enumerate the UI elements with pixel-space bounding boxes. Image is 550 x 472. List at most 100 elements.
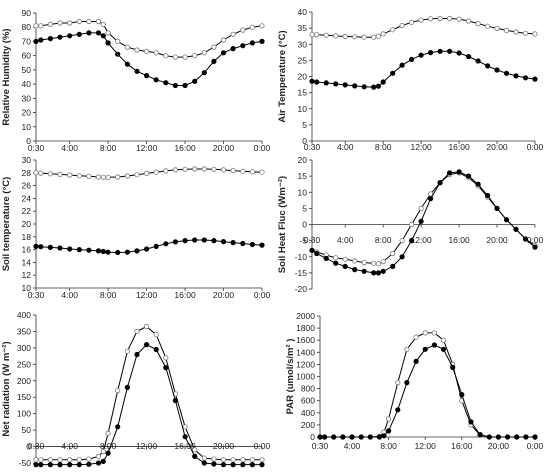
series-1-point xyxy=(513,226,519,232)
x-tick-label: 8:00 xyxy=(100,290,117,300)
series-1-point xyxy=(532,434,538,440)
series-0-point xyxy=(413,334,419,340)
panel-par: 0 200 400 600 800 1000 1200 1400 1600 1800 2000 0:3… xyxy=(285,311,544,451)
y-tick-label: 28 xyxy=(22,168,32,178)
series-1-point xyxy=(390,70,396,76)
series-1-point xyxy=(115,424,121,430)
series-0-point xyxy=(57,20,63,26)
series-1-point xyxy=(95,30,102,36)
series-0-point xyxy=(352,258,358,264)
series-1-point xyxy=(86,30,92,36)
y-tick-label: 70 xyxy=(22,36,32,46)
series-1-point xyxy=(33,243,39,249)
series-1-point xyxy=(182,238,188,244)
series-0-point xyxy=(153,169,159,175)
series-0-point xyxy=(76,18,82,25)
series-1-point xyxy=(249,241,255,248)
series-0-point xyxy=(144,323,150,330)
series-0-point xyxy=(67,172,73,178)
series-0-point xyxy=(333,255,339,261)
series-1-point xyxy=(475,58,481,64)
series-1-point xyxy=(494,205,500,211)
series-1-point xyxy=(57,34,63,40)
series-0-point xyxy=(437,15,443,22)
series-0-point xyxy=(456,16,462,22)
series-1-point xyxy=(201,237,207,243)
series-0-point xyxy=(86,456,92,462)
series-0-point xyxy=(33,23,39,29)
y-tick-label: 250 xyxy=(17,359,31,369)
x-tick-label: 16:00 xyxy=(451,441,473,451)
y-tick-label: 10 xyxy=(298,187,308,197)
series-0-point xyxy=(494,25,500,31)
x-tick-label: 0:00 xyxy=(527,441,544,451)
series-1-point xyxy=(427,49,434,56)
series-0-point xyxy=(249,24,255,30)
series-1-point xyxy=(323,255,329,261)
series-0-point xyxy=(163,355,169,361)
series-1-point xyxy=(230,45,236,52)
series-1-point xyxy=(427,196,434,202)
series-1-point xyxy=(446,170,453,176)
series-1-point xyxy=(446,48,453,54)
x-tick-label: 20:00 xyxy=(486,142,508,152)
series-1-point xyxy=(459,391,465,398)
series-0-point xyxy=(240,457,246,463)
series-1-point xyxy=(105,249,111,255)
series-line-1 xyxy=(35,32,263,86)
series-1-point xyxy=(182,82,188,89)
series-1-point xyxy=(340,434,346,440)
series-1-point xyxy=(240,240,246,247)
series-0-point xyxy=(375,33,381,39)
series-1-point xyxy=(38,461,44,468)
series-0-point xyxy=(484,23,491,29)
y-tick-label: 30 xyxy=(22,93,32,103)
series-0-point xyxy=(115,38,121,45)
x-tick-label: 12:00 xyxy=(136,290,158,300)
series-1-point xyxy=(437,48,443,54)
x-tick-label: 0:00 xyxy=(527,142,544,152)
series-0-point xyxy=(201,455,207,461)
x-tick-label: 12:00 xyxy=(410,142,432,152)
series-1-point xyxy=(477,431,483,438)
series-0-point xyxy=(192,166,198,172)
y-tick-label: 15 xyxy=(298,171,308,181)
series-1-point xyxy=(259,461,265,468)
series-1-point xyxy=(503,70,510,76)
series-1-point xyxy=(456,50,462,56)
series-line-0 xyxy=(36,325,262,461)
y-tick-label: 1600 xyxy=(296,335,315,345)
series-0-point xyxy=(76,173,82,179)
y-tick-label: -5 xyxy=(299,236,307,246)
series-0-point xyxy=(259,169,265,175)
series-1-point xyxy=(456,169,462,175)
series-0-point xyxy=(323,32,329,38)
series-1-point xyxy=(361,268,367,274)
series-0-point xyxy=(465,18,472,24)
series-1-point xyxy=(375,83,381,89)
series-1-point xyxy=(522,236,529,242)
y-tick-label: 200 xyxy=(301,420,315,430)
y-tick-label: 80 xyxy=(22,22,32,32)
x-tick-label: 16:00 xyxy=(448,142,470,152)
series-0-point xyxy=(220,167,227,173)
series-1-point xyxy=(259,242,265,248)
series-1-point xyxy=(33,38,39,45)
series-0-point xyxy=(95,18,102,25)
series-0-point xyxy=(201,166,207,172)
x-tick-label: 0:00 xyxy=(254,143,271,153)
y-tick-label: 150 xyxy=(17,392,31,402)
x-tick-label: 16:00 xyxy=(174,143,196,153)
series-0-point xyxy=(390,250,396,257)
series-0-point xyxy=(124,348,131,354)
y-tick-label: 1800 xyxy=(296,323,315,333)
y-tick-label: 800 xyxy=(301,384,315,394)
y-tick-label: 0 xyxy=(26,442,31,452)
series-1-point xyxy=(367,434,373,440)
series-0-point xyxy=(249,457,255,463)
y-tick-label: 0 xyxy=(302,220,307,230)
y-axis-label: Soil temperature (°C) xyxy=(1,177,12,272)
series-0-point xyxy=(115,174,121,180)
series-0-point xyxy=(427,191,434,197)
series-1-point xyxy=(124,249,131,255)
